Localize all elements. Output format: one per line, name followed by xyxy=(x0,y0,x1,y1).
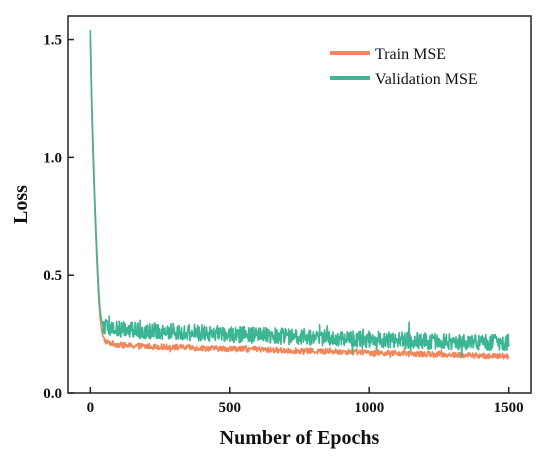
y-tick-label: 0.5 xyxy=(43,268,62,284)
x-tick-label: 1500 xyxy=(494,400,524,416)
y-tick-label: 0.0 xyxy=(43,386,62,402)
legend-label: Validation MSE xyxy=(375,71,478,88)
x-tick-label: 0 xyxy=(87,400,95,416)
x-axis-title: Number of Epochs xyxy=(220,427,380,449)
plot-frame xyxy=(67,15,532,394)
series-line-validation-mse xyxy=(89,30,510,358)
y-axis-title: Loss xyxy=(10,185,32,224)
axes-layer: 0 500 1000 1500 0.0 0.5 1.0 1.5 xyxy=(43,33,523,416)
series-layer xyxy=(89,30,510,360)
y-tick-label: 1.5 xyxy=(43,33,62,49)
y-tick-label: 1.0 xyxy=(43,150,62,166)
legend: Train MSE Validation MSE xyxy=(330,46,478,88)
x-tick-label: 1000 xyxy=(354,400,384,416)
series-line-train-mse xyxy=(89,39,510,360)
legend-label: Train MSE xyxy=(375,46,446,63)
x-tick-label: 500 xyxy=(219,400,242,416)
